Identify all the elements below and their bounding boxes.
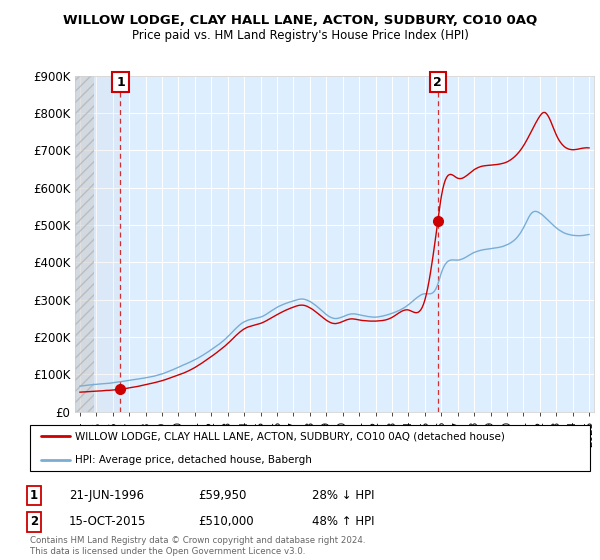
Text: 28% ↓ HPI: 28% ↓ HPI [312, 489, 374, 502]
Text: 15-OCT-2015: 15-OCT-2015 [69, 515, 146, 529]
FancyBboxPatch shape [30, 425, 590, 471]
Text: Contains HM Land Registry data © Crown copyright and database right 2024.
This d: Contains HM Land Registry data © Crown c… [30, 536, 365, 556]
Text: WILLOW LODGE, CLAY HALL LANE, ACTON, SUDBURY, CO10 0AQ: WILLOW LODGE, CLAY HALL LANE, ACTON, SUD… [63, 14, 537, 27]
Text: 1: 1 [116, 76, 125, 88]
Text: 1: 1 [30, 489, 38, 502]
Text: £59,950: £59,950 [198, 489, 247, 502]
Text: 48% ↑ HPI: 48% ↑ HPI [312, 515, 374, 529]
Bar [94, 76, 121, 412]
Text: Price paid vs. HM Land Registry's House Price Index (HPI): Price paid vs. HM Land Registry's House … [131, 29, 469, 42]
Text: 2: 2 [30, 515, 38, 529]
Text: WILLOW LODGE, CLAY HALL LANE, ACTON, SUDBURY, CO10 0AQ (detached house): WILLOW LODGE, CLAY HALL LANE, ACTON, SUD… [75, 431, 505, 441]
Bar [75, 76, 94, 412]
Text: 21-JUN-1996: 21-JUN-1996 [69, 489, 144, 502]
Text: HPI: Average price, detached house, Babergh: HPI: Average price, detached house, Babe… [75, 455, 312, 465]
Text: 2: 2 [433, 76, 442, 88]
Text: £510,000: £510,000 [198, 515, 254, 529]
